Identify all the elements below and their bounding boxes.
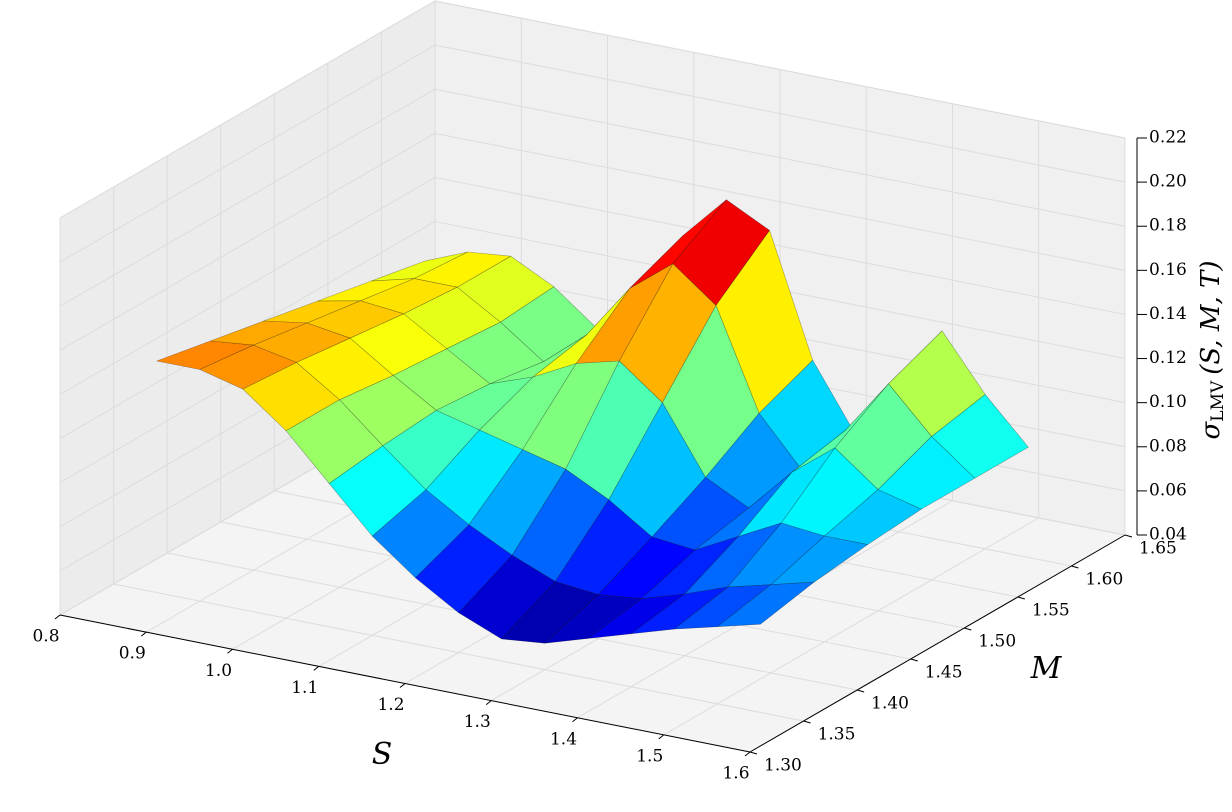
x-tick (227, 648, 233, 654)
z-label-symbol: σ (1196, 420, 1226, 439)
grid-line (434, 88, 1126, 227)
x-tick-label: 1.1 (291, 678, 318, 698)
y-tick-label: 1.60 (1085, 570, 1123, 590)
grid-line (663, 517, 1040, 736)
grid-line (59, 0, 436, 219)
x-tick (399, 683, 406, 688)
z-tick-label: 0.06 (1149, 480, 1187, 500)
x-tick-label: 1.6 (722, 764, 749, 784)
y-tick (1071, 565, 1079, 569)
x-tick-label: 1.0 (205, 661, 232, 681)
x-tick-label: 1.3 (464, 712, 491, 732)
x-axis-label: S (372, 737, 393, 772)
axes: 0.8 0.9 1.0 1.1 1.2 1.3 1.4 1.5 1.6 1.30 1.35 1.40 1… (32, 128, 1186, 784)
x-tick (313, 665, 320, 671)
x-tick (54, 614, 61, 620)
x-tick-label: 1.5 (636, 746, 663, 766)
y-tick (803, 720, 811, 724)
y-tick-label: 1.50 (978, 632, 1016, 652)
surface (156, 199, 1029, 644)
z-tick-label: 0.22 (1149, 128, 1187, 148)
z-label-args: (S, M, T) (1196, 261, 1226, 375)
x-tick-label: 1.4 (550, 729, 577, 749)
y-axis-label: M (1030, 651, 1063, 686)
y-tick-label: 1.65 (1139, 539, 1177, 559)
z-label-subscript: LMV (1208, 380, 1228, 422)
y-tick (910, 658, 918, 662)
surface-patch (716, 581, 815, 628)
y-tick-label: 1.55 (1032, 601, 1070, 621)
x-tick (485, 700, 492, 706)
y-tick-label: 1.30 (764, 756, 802, 776)
x-tick-label: 0.9 (119, 644, 146, 664)
y-tick-label: 1.40 (871, 694, 909, 714)
surface-patch (770, 535, 868, 586)
y-tick (1017, 596, 1025, 600)
z-tick-label: 0.04 (1149, 525, 1187, 545)
x-tick-label: 0.8 (32, 627, 59, 647)
y-tick-label: 1.35 (818, 725, 856, 745)
x-tick-label: 1.2 (377, 695, 404, 715)
z-tick-label: 0.18 (1149, 216, 1187, 236)
grid-line (59, 177, 436, 395)
grid-line (434, 0, 1126, 139)
z-axis-label: σLMV (S, M, T) (1196, 261, 1228, 440)
z-tick-label: 0.12 (1149, 348, 1187, 368)
y-tick (857, 689, 865, 693)
z-tick-label: 0.10 (1149, 392, 1187, 412)
axis-line (59, 614, 751, 753)
grid-line (434, 132, 1126, 271)
grid-line (59, 132, 436, 351)
x-tick (140, 631, 147, 637)
x-tick (572, 717, 578, 723)
grid-line (434, 44, 1126, 183)
z-tick-label: 0.20 (1149, 172, 1187, 192)
z-tick-label: 0.14 (1149, 304, 1187, 324)
grid-line (59, 44, 436, 263)
grid-line (59, 88, 436, 307)
y-tick (749, 751, 758, 755)
grid-line (434, 176, 1126, 315)
axis-line (749, 534, 1126, 753)
y-tick-label: 1.45 (925, 663, 963, 683)
z-tick-label: 0.08 (1149, 436, 1187, 456)
y-tick (964, 627, 972, 631)
grid-line (113, 583, 804, 722)
x-tick (658, 734, 665, 740)
y-tick (1124, 534, 1133, 538)
z-tick-label: 0.16 (1149, 260, 1187, 280)
x-tick (744, 751, 751, 757)
